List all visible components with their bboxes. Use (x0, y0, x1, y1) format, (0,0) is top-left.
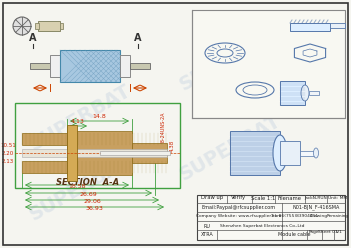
Ellipse shape (313, 148, 318, 158)
Text: Filename: Filename (278, 195, 302, 200)
Text: 2.13: 2.13 (2, 159, 14, 164)
Text: A: A (29, 33, 37, 43)
Circle shape (13, 17, 31, 35)
Text: Scale 1:1: Scale 1:1 (251, 195, 275, 200)
Text: RU: RU (204, 223, 211, 228)
Text: JackN,RUN: JackN,RUN (305, 196, 327, 200)
Bar (38, 21, 60, 31)
Ellipse shape (273, 135, 287, 171)
Bar (15, 103, 180, 188)
Bar (280, 141, 300, 165)
Bar (330, 23, 345, 28)
Text: SUPERBAT: SUPERBAT (176, 21, 284, 95)
Text: 5/8-24UNS-2A: 5/8-24UNS-2A (160, 112, 165, 146)
Bar (67, 125, 77, 181)
Text: SUPERBAT: SUPERBAT (176, 111, 284, 185)
Text: 2.20: 2.20 (2, 151, 14, 156)
Text: Unit: MM: Unit: MM (329, 196, 347, 200)
Bar (30, 63, 50, 69)
Text: Draw up: Draw up (201, 195, 223, 200)
Text: Shenzhen Superbat Electronics Co.,Ltd: Shenzhen Superbat Electronics Co.,Ltd (220, 224, 304, 228)
Bar (22, 149, 167, 157)
Bar (22, 161, 67, 173)
Bar (60, 50, 120, 82)
Text: 4.38: 4.38 (170, 140, 175, 152)
Text: Email:Paypal@rfcsupplier.com: Email:Paypal@rfcsupplier.com (202, 205, 276, 210)
Bar (132, 143, 167, 163)
Text: N01-BJN_F-416SMA: N01-BJN_F-416SMA (292, 204, 340, 210)
Text: Drawing: Drawing (310, 214, 328, 218)
Text: 10.51: 10.51 (0, 143, 16, 148)
Bar (60, 23, 63, 29)
Text: Remaining: Remaining (327, 214, 349, 218)
Text: SUPERBAT: SUPERBAT (26, 151, 134, 225)
Bar (230, 131, 280, 175)
Ellipse shape (301, 85, 309, 101)
Text: XTRA: XTRA (201, 231, 213, 237)
Bar (197, 195, 345, 240)
Bar (67, 131, 132, 175)
Bar (309, 91, 319, 95)
Text: 26.69: 26.69 (79, 192, 97, 197)
Bar (300, 151, 316, 155)
Bar (192, 10, 345, 118)
Bar (22, 133, 67, 145)
Text: Sheet 01: Sheet 01 (318, 230, 338, 234)
Text: 4.13: 4.13 (71, 119, 85, 124)
Text: Page: Page (309, 230, 319, 234)
Text: V:1: V:1 (336, 230, 343, 234)
Text: 36.93: 36.93 (85, 206, 103, 211)
Text: SUPERBAT: SUPERBAT (26, 81, 134, 155)
Bar (130, 63, 150, 69)
Text: 14.8: 14.8 (92, 114, 106, 119)
Text: 29.06: 29.06 (83, 199, 101, 204)
Text: A: A (134, 33, 142, 43)
Text: Module cable: Module cable (278, 231, 310, 237)
Bar (50, 55, 60, 77)
Text: Company Website: www.rfsupplier.com: Company Website: www.rfsupplier.com (196, 214, 282, 218)
Text: Tel: 86(755)83904411: Tel: 86(755)83904411 (270, 214, 318, 218)
Text: SECTION  A-A: SECTION A-A (57, 178, 120, 187)
Bar (280, 81, 305, 105)
Bar (100, 151, 170, 155)
Bar (290, 23, 330, 31)
Text: 18.58: 18.58 (68, 184, 86, 189)
Bar (120, 55, 130, 77)
Text: Verify: Verify (231, 195, 246, 200)
Bar (35, 23, 39, 29)
